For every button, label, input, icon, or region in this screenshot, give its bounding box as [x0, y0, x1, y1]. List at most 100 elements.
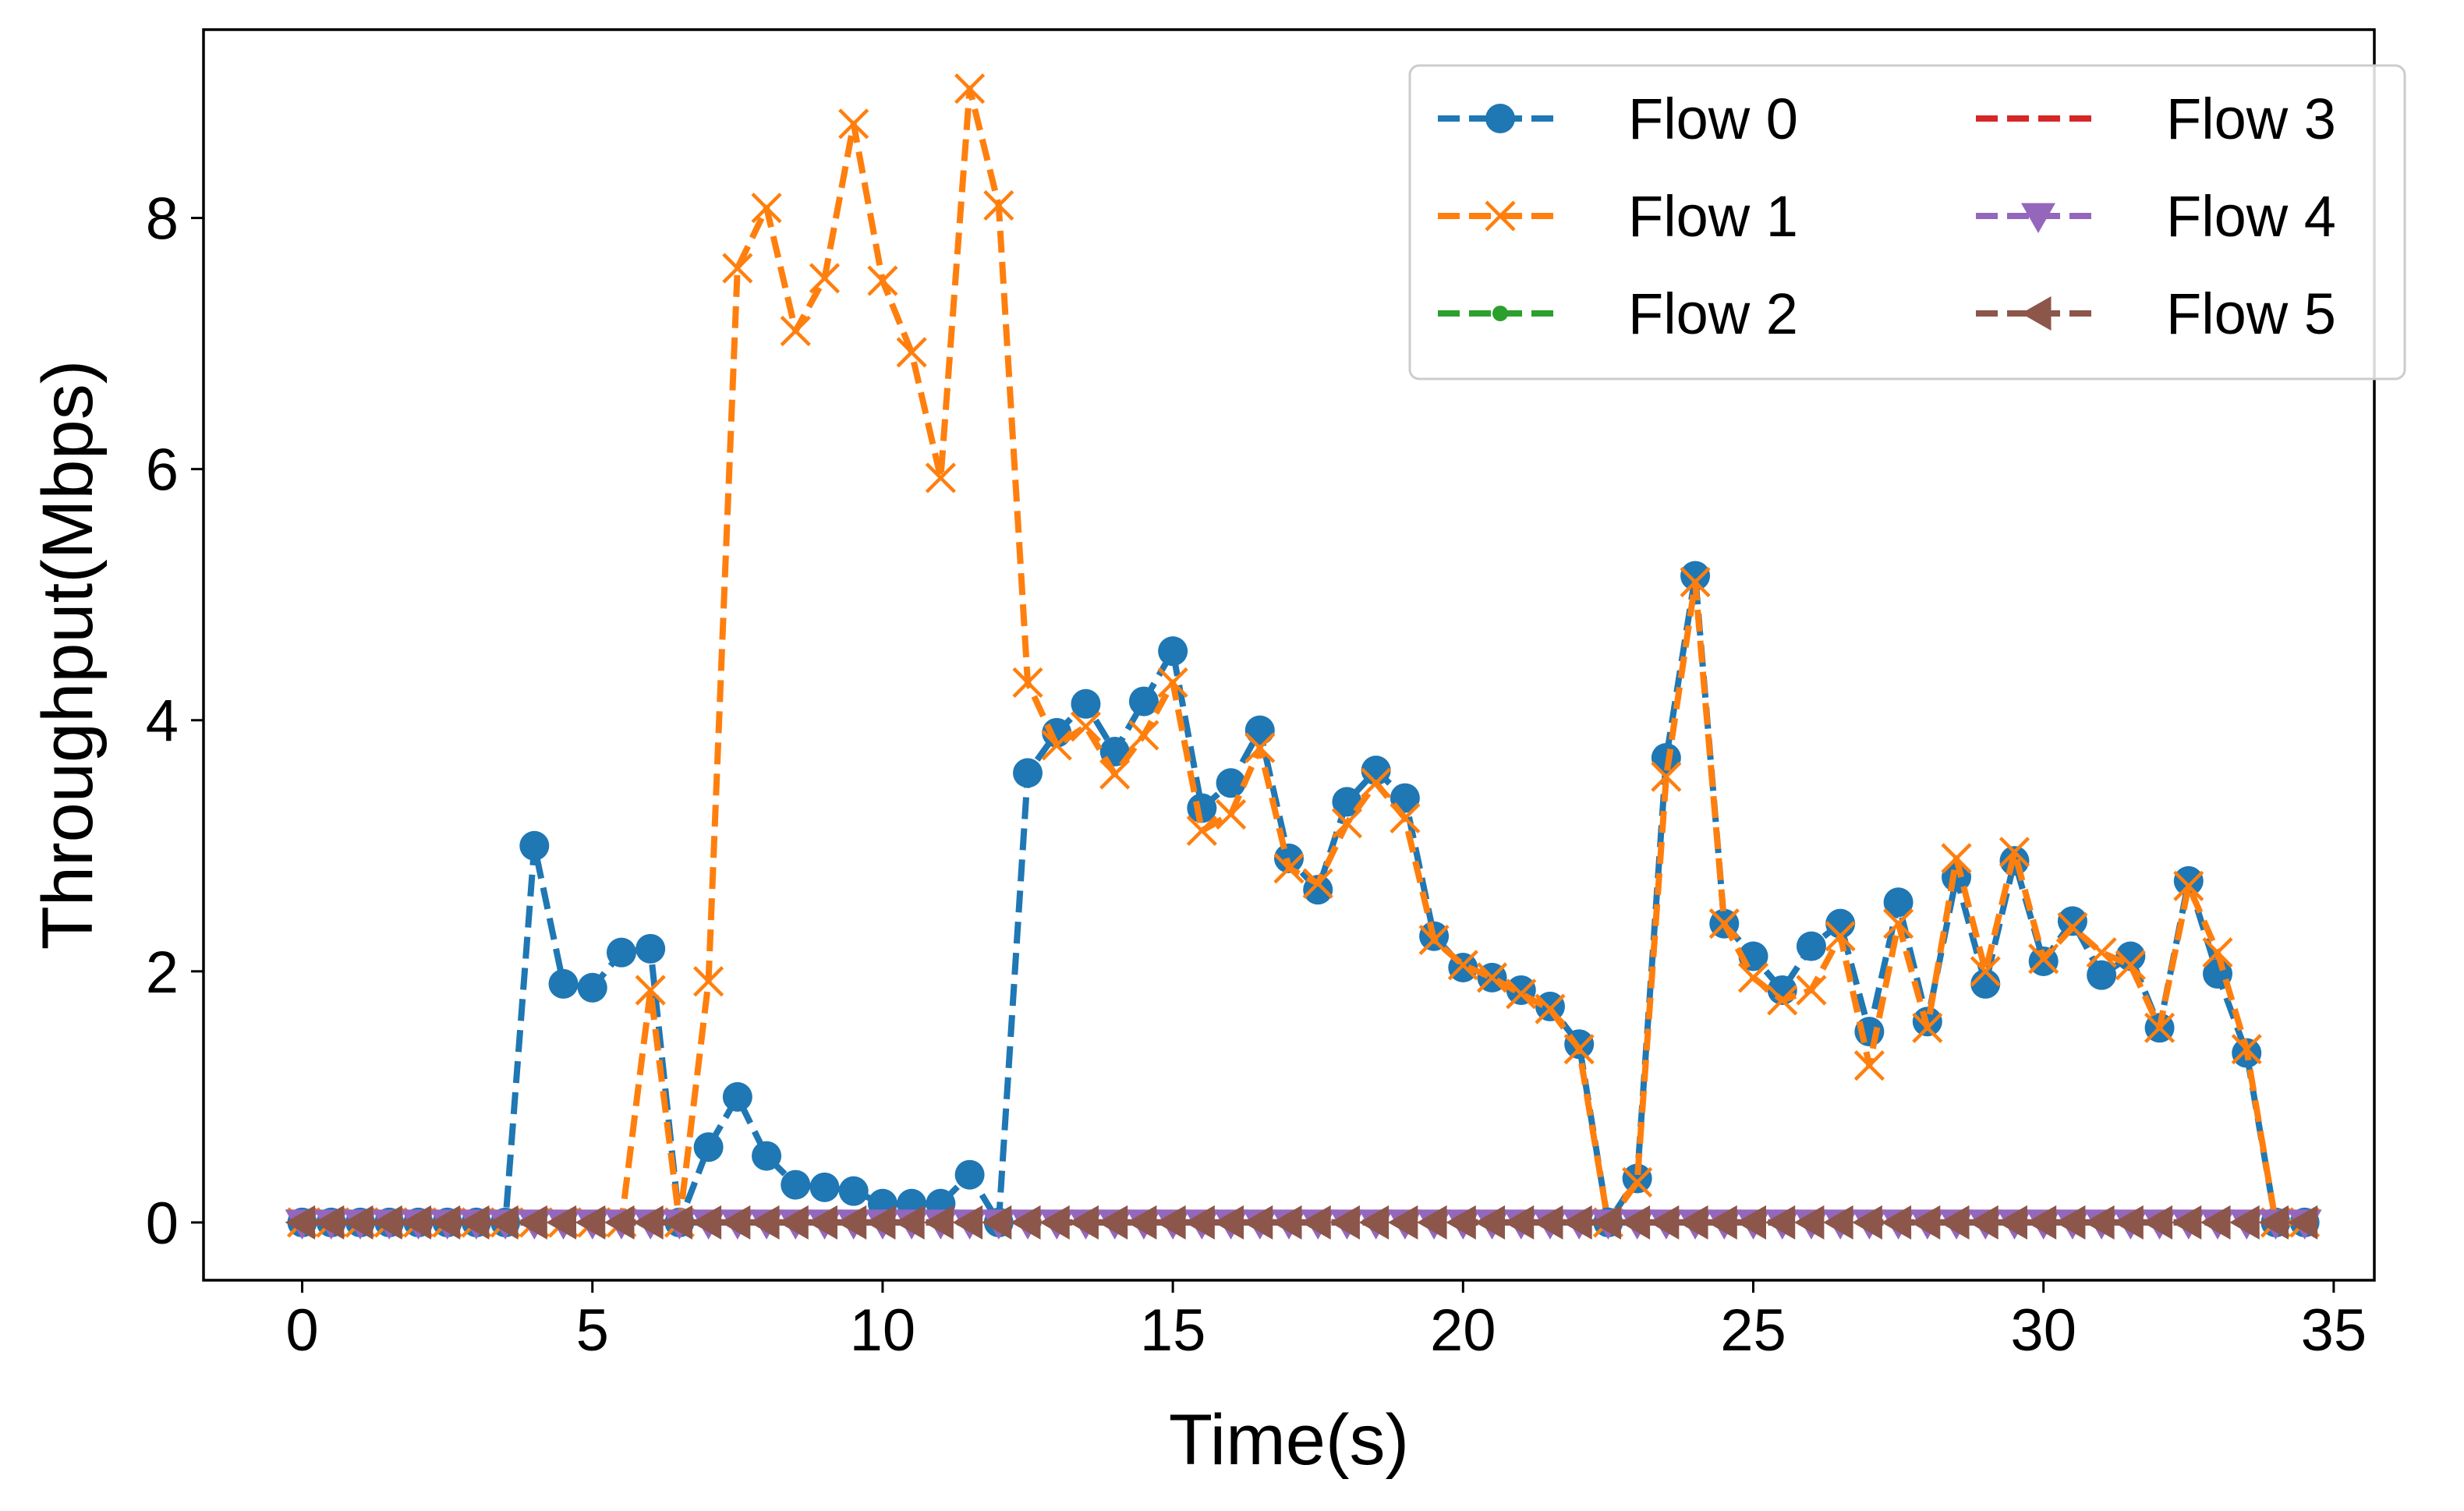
data-point [458, 1205, 490, 1240]
data-point [1417, 1205, 1447, 1240]
data-point [1535, 993, 1566, 1024]
data-point [691, 1205, 722, 1240]
data-point [1361, 767, 1392, 798]
data-point [752, 1141, 782, 1171]
data-point [1823, 1205, 1853, 1240]
data-point [1506, 978, 1537, 1010]
data-point [1216, 768, 1246, 798]
legend-label: Flow 2 [1628, 281, 1798, 346]
data-point [1941, 843, 1972, 874]
data-point [2028, 943, 2059, 975]
data-point [954, 1159, 985, 1190]
data-point [1852, 1205, 1882, 1240]
data-point [1476, 962, 1508, 993]
data-point [1997, 1205, 2027, 1240]
legend-label: Flow 4 [2166, 184, 2336, 249]
y-tick-label: 8 [146, 186, 179, 253]
data-point [1998, 837, 2030, 868]
data-point [1273, 853, 1305, 884]
data-point [401, 1205, 431, 1240]
data-point [1012, 667, 1043, 699]
data-point [1041, 730, 1072, 761]
data-point [1128, 686, 1159, 717]
legend-item: Flow 0 [1438, 87, 1798, 151]
data-point [1039, 1205, 1070, 1240]
data-point [1881, 1205, 1912, 1240]
legend: Flow 0 Flow 1 Flow 2 Flow 3 Flow 4 Flow 5 [1408, 64, 2406, 380]
data-point [1532, 1205, 1563, 1240]
data-point [1883, 908, 1914, 940]
data-point [1767, 985, 1798, 1016]
data-point [1591, 1205, 1621, 1240]
data-point [2057, 911, 2088, 943]
y-axis: 0 2 4 6 8 [146, 186, 204, 1257]
data-point [2200, 1205, 2231, 1240]
x-axis: 0 5 10 15 20 25 30 35 [285, 1280, 2367, 1364]
data-point [2115, 950, 2146, 981]
data-point [1680, 567, 1711, 598]
data-point [1475, 1205, 1506, 1240]
data-point [2026, 1205, 2057, 1240]
x-tick-label: 0 [285, 1297, 318, 1364]
data-point [1187, 793, 1217, 823]
data-point [2057, 906, 2087, 936]
data-point [635, 933, 666, 964]
data-point [1562, 1205, 1592, 1240]
data-point [1446, 1205, 1476, 1240]
data-point [1796, 931, 1826, 961]
legend-item: Flow 4 [1976, 184, 2336, 249]
data-point [1302, 868, 1333, 899]
data-point [2086, 937, 2117, 968]
data-point [836, 1205, 867, 1240]
data-point [894, 1205, 925, 1240]
data-point [1071, 688, 1101, 719]
data-point [954, 73, 986, 104]
data-point [867, 265, 898, 296]
data-point [1387, 1205, 1418, 1240]
data-point [807, 1205, 837, 1240]
data-point [923, 1205, 954, 1240]
data-point [1563, 1034, 1595, 1065]
legend-marker [2021, 296, 2052, 331]
data-point [285, 1205, 316, 1240]
data-point [1244, 715, 1275, 745]
data-point [1503, 1205, 1535, 1240]
data-point [1128, 720, 1159, 751]
data-point [633, 1205, 664, 1240]
data-point [1244, 732, 1276, 763]
data-point [722, 1081, 752, 1112]
data-point [1939, 1205, 1970, 1240]
data-point [1736, 1205, 1767, 1240]
legend-item: Flow 2 [1438, 281, 1798, 346]
data-point [981, 1205, 1012, 1240]
data-point [1651, 761, 1682, 792]
series-layer [285, 73, 2322, 1240]
data-point [1358, 1205, 1390, 1240]
data-point [1648, 1205, 1680, 1240]
data-point [577, 972, 607, 1003]
legend-marker [2021, 203, 2055, 233]
data-point [604, 1205, 635, 1240]
data-point [751, 193, 782, 224]
data-point [342, 1205, 373, 1240]
x-tick-label: 20 [1430, 1297, 1496, 1364]
x-tick-label: 25 [1720, 1297, 1786, 1364]
data-point [1070, 711, 1102, 742]
data-point [838, 108, 869, 140]
data-point [662, 1205, 692, 1240]
data-point [313, 1205, 345, 1240]
data-point [372, 1205, 402, 1240]
data-point [925, 462, 956, 494]
data-point [1883, 887, 1913, 918]
data-point [2084, 1205, 2115, 1240]
data-point [1678, 1205, 1708, 1240]
data-point [1737, 962, 1769, 993]
data-point [1157, 667, 1188, 699]
legend-marker [1485, 104, 1515, 133]
data-point [2287, 1205, 2318, 1240]
data-point [781, 1170, 811, 1200]
data-point [575, 1205, 606, 1240]
data-point [2229, 1205, 2260, 1240]
data-point [430, 1205, 461, 1240]
data-point [1301, 1205, 1331, 1240]
